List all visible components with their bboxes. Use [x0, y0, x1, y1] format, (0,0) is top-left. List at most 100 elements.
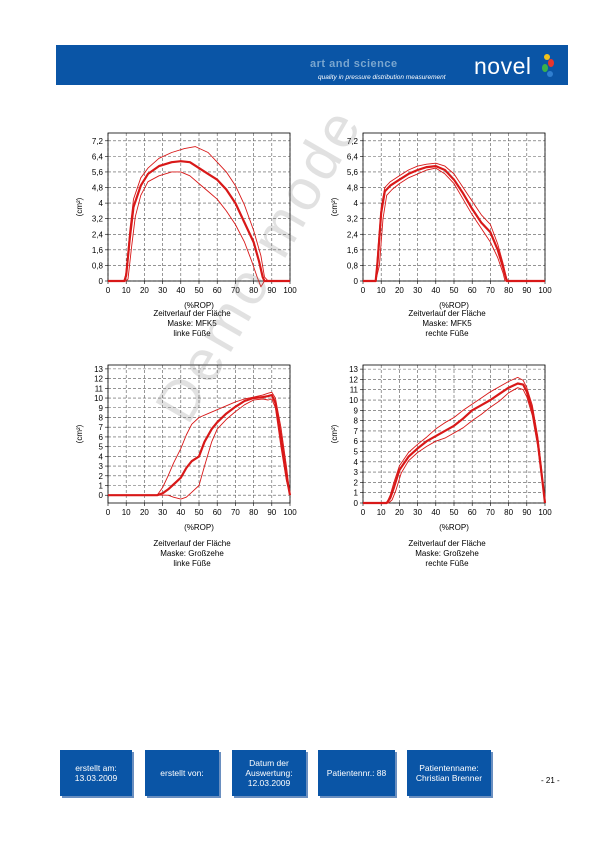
y-tick-label: 0	[354, 277, 359, 286]
y-tick-label: 8	[354, 417, 359, 426]
chart-mfk5-left: 0 10 20 30 40 50 60 70 80 90 100 0 0,8 1,6 2,4 3,2 4 4,8 5…	[75, 132, 297, 310]
x-tick-label: 90	[522, 508, 531, 517]
series-line-upper	[108, 391, 291, 496]
y-tick-label: 10	[94, 394, 103, 403]
x-tick-label: 70	[486, 286, 495, 295]
footer-created-on-text: erstellt am: 13.03.2009	[74, 763, 118, 783]
x-axis-label: (%ROP)	[184, 301, 214, 310]
y-tick-label: 7	[99, 423, 104, 432]
series-line-upper	[108, 146, 290, 282]
y-tick-label: 3,2	[347, 215, 359, 224]
x-tick-label: 30	[413, 286, 422, 295]
y-tick-label: 0,8	[92, 261, 104, 270]
x-tick-label: 60	[468, 508, 477, 517]
x-tick-label: 40	[431, 508, 440, 517]
y-axis-label: (cm²)	[75, 197, 84, 216]
page-number: - 21 -	[541, 776, 560, 785]
x-tick-label: 100	[538, 508, 552, 517]
y-tick-label: 2,4	[347, 230, 359, 239]
caption-foot: rechte Füße	[425, 329, 469, 338]
chart-caption: Zeitverlauf der Fläche Maske: Großzehe l…	[72, 539, 312, 569]
y-tick-label: 12	[349, 375, 358, 384]
header-banner: art and science quality in pressure dist…	[56, 45, 568, 85]
x-tick-label: 80	[249, 508, 258, 517]
caption-title: Zeitverlauf der Fläche	[408, 309, 486, 318]
y-tick-label: 4,8	[347, 184, 359, 193]
x-tick-label: 0	[361, 286, 366, 295]
footer-patient-no: Patientennr.: 88	[318, 750, 395, 796]
y-tick-label: 11	[95, 384, 104, 393]
caption-foot: linke Füße	[173, 559, 211, 568]
x-tick-label: 10	[377, 508, 386, 517]
x-tick-label: 0	[106, 286, 111, 295]
x-tick-label: 50	[450, 286, 459, 295]
x-tick-label: 70	[231, 508, 240, 517]
series-line-mean	[363, 164, 545, 283]
y-tick-label: 4	[354, 458, 359, 467]
y-tick-label: 1,6	[92, 246, 104, 255]
brand-tagline: quality in pressure distribution measure…	[318, 74, 446, 81]
caption-title: Zeitverlauf der Fläche	[153, 539, 231, 548]
y-tick-label: 0	[99, 277, 104, 286]
y-tick-label: 3,2	[92, 215, 104, 224]
y-tick-label: 11	[350, 386, 359, 395]
series-line-upper	[363, 162, 545, 282]
y-tick-label: 3	[99, 462, 104, 471]
y-tick-label: 5,6	[347, 168, 359, 177]
x-tick-label: 50	[195, 286, 204, 295]
x-tick-label: 30	[158, 286, 167, 295]
x-tick-label: 60	[468, 286, 477, 295]
series-line-lower	[363, 167, 545, 282]
y-tick-label: 1	[99, 482, 104, 491]
y-tick-label: 4,8	[92, 184, 104, 193]
chart-panel-mfk5-right: 0 10 20 30 40 50 60 70 80 90 100 0 0,8 1,6 2,4 3,2 4 4,8 5…	[327, 125, 567, 350]
x-axis-label: (%ROP)	[439, 523, 469, 532]
series-line-lower	[108, 171, 290, 288]
chart-caption: Zeitverlauf der Fläche Maske: MFK5 linke…	[72, 309, 312, 339]
y-tick-label: 6,4	[347, 152, 359, 161]
caption-title: Zeitverlauf der Fläche	[408, 539, 486, 548]
footer-created-on: erstellt am: 13.03.2009	[60, 750, 132, 796]
series-line-lower	[108, 398, 291, 500]
y-tick-label: 5	[354, 448, 359, 457]
x-tick-label: 100	[283, 286, 297, 295]
y-tick-label: 2	[99, 472, 104, 481]
y-tick-label: 7,2	[347, 137, 359, 146]
x-axis-label: (%ROP)	[184, 523, 214, 532]
footer-created-by-text: erstellt von:	[160, 768, 204, 778]
x-tick-label: 80	[504, 286, 513, 295]
y-tick-label: 13	[349, 365, 358, 374]
series-line-mean	[108, 393, 292, 497]
y-axis-label: (cm²)	[330, 197, 339, 216]
y-tick-label: 2,4	[92, 230, 104, 239]
y-axis-label: (cm²)	[330, 424, 339, 443]
x-tick-label: 20	[395, 508, 404, 517]
series-line-upper	[363, 376, 546, 504]
chart-caption: Zeitverlauf der Fläche Maske: MFK5 recht…	[327, 309, 567, 339]
x-tick-label: 80	[249, 286, 258, 295]
chart-panel-toe-left: 0 10 20 30 40 50 60 70 80 90 100 0 1 2 3 4 5 6 7 8 9 10 11 12 13…	[72, 357, 312, 582]
x-tick-label: 20	[140, 286, 149, 295]
y-tick-label: 4	[354, 199, 359, 208]
x-tick-label: 20	[395, 286, 404, 295]
chart-toe-left: 0 10 20 30 40 50 60 70 80 90 100012345678910111213…	[75, 364, 297, 532]
y-tick-label: 2	[354, 478, 359, 487]
x-tick-label: 90	[522, 286, 531, 295]
x-tick-label: 50	[450, 508, 459, 517]
y-tick-label: 5	[99, 443, 104, 452]
x-tick-label: 0	[106, 508, 111, 517]
x-tick-label: 40	[176, 286, 185, 295]
y-tick-label: 12	[94, 375, 103, 384]
y-tick-label: 6	[99, 433, 104, 442]
x-tick-label: 20	[140, 508, 149, 517]
caption-mask: Maske: Großzehe	[160, 549, 224, 558]
chart-toe-right: 0 10 20 30 40 50 60 70 80 90 100012345678910111213…	[330, 364, 552, 532]
x-tick-label: 60	[213, 508, 222, 517]
chart-panel-toe-right: 0 10 20 30 40 50 60 70 80 90 100 0 1 2 3 4 5 6 7 8 9 10 11 12 13…	[327, 357, 567, 582]
x-axis-label: (%ROP)	[439, 301, 469, 310]
x-tick-label: 90	[267, 508, 276, 517]
y-tick-label: 8	[99, 413, 104, 422]
y-tick-label: 6,4	[92, 152, 104, 161]
caption-title: Zeitverlauf der Fläche	[153, 309, 231, 318]
brand-slogan: art and science	[310, 58, 398, 70]
